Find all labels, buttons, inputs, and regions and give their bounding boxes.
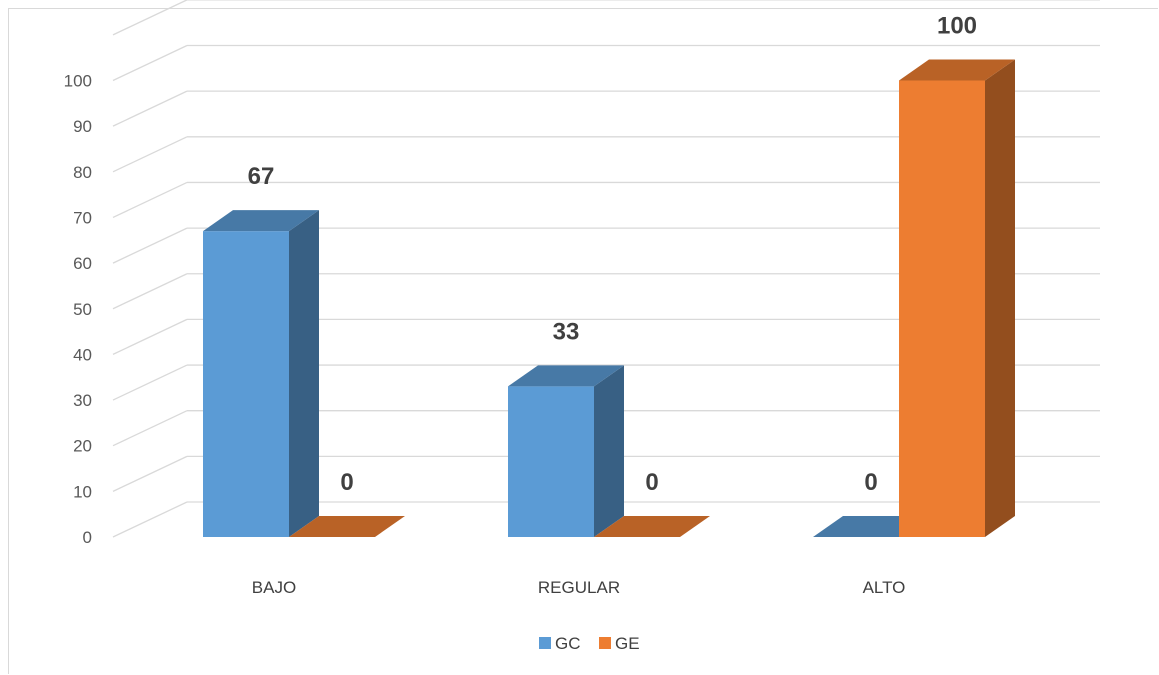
y-tick-label: 70 bbox=[73, 208, 92, 227]
gridline-diagonal bbox=[112, 455, 188, 492]
y-tick-label: 10 bbox=[73, 482, 92, 501]
x-category-label: REGULAR bbox=[538, 578, 620, 597]
legend-label-gc: GC bbox=[555, 634, 581, 653]
data-label: 0 bbox=[340, 469, 353, 496]
y-tick-label: 50 bbox=[73, 300, 92, 319]
bar-gc-bajo bbox=[203, 210, 319, 537]
y-tick-label: 40 bbox=[73, 345, 92, 364]
data-label: 33 bbox=[553, 318, 580, 345]
x-category-label: BAJO bbox=[252, 578, 296, 597]
y-tick-label: 20 bbox=[73, 437, 92, 456]
bar-ge-bajo bbox=[289, 516, 405, 537]
y-tick-label: 60 bbox=[73, 254, 92, 273]
chart-frame bbox=[8, 8, 1158, 674]
data-label: 100 bbox=[937, 13, 977, 40]
gridline-diagonal bbox=[112, 364, 188, 401]
data-labels: 67 0 33 0 0 100 bbox=[248, 13, 977, 497]
y-tick-label: 0 bbox=[83, 528, 92, 547]
x-category-label: ALTO bbox=[863, 578, 906, 597]
gridline-diagonal bbox=[112, 90, 188, 127]
bars bbox=[203, 59, 1015, 537]
legend-swatch-ge bbox=[599, 637, 611, 649]
data-label: 0 bbox=[645, 469, 658, 496]
gridline-diagonal bbox=[112, 410, 188, 447]
bar-ge-regular bbox=[594, 516, 710, 537]
gridline-diagonal bbox=[112, 136, 188, 173]
gridline-diagonal bbox=[112, 0, 188, 36]
gridline-diagonal bbox=[112, 318, 188, 355]
bar-ge-alto bbox=[899, 59, 1015, 537]
data-label: 67 bbox=[248, 163, 275, 190]
gridline-diagonal bbox=[112, 227, 188, 264]
y-tick-label: 100 bbox=[64, 72, 92, 91]
y-tick-label: 90 bbox=[73, 117, 92, 136]
gridline-diagonal bbox=[112, 501, 188, 538]
gridline-diagonal bbox=[112, 181, 188, 219]
x-axis-categories: BAJO REGULAR ALTO bbox=[252, 578, 906, 597]
y-axis-ticks: 0 10 20 30 40 50 60 70 80 90 100 bbox=[64, 72, 92, 548]
legend-label-ge: GE bbox=[615, 634, 640, 653]
y-tick-label: 30 bbox=[73, 391, 92, 410]
bar-gc-regular bbox=[508, 365, 624, 537]
gridline-diagonal bbox=[112, 44, 188, 82]
legend: GC GE bbox=[539, 634, 640, 653]
gridline-diagonal bbox=[112, 273, 188, 310]
data-label: 0 bbox=[864, 469, 877, 496]
legend-swatch-gc bbox=[539, 637, 551, 649]
y-tick-label: 80 bbox=[73, 163, 92, 182]
